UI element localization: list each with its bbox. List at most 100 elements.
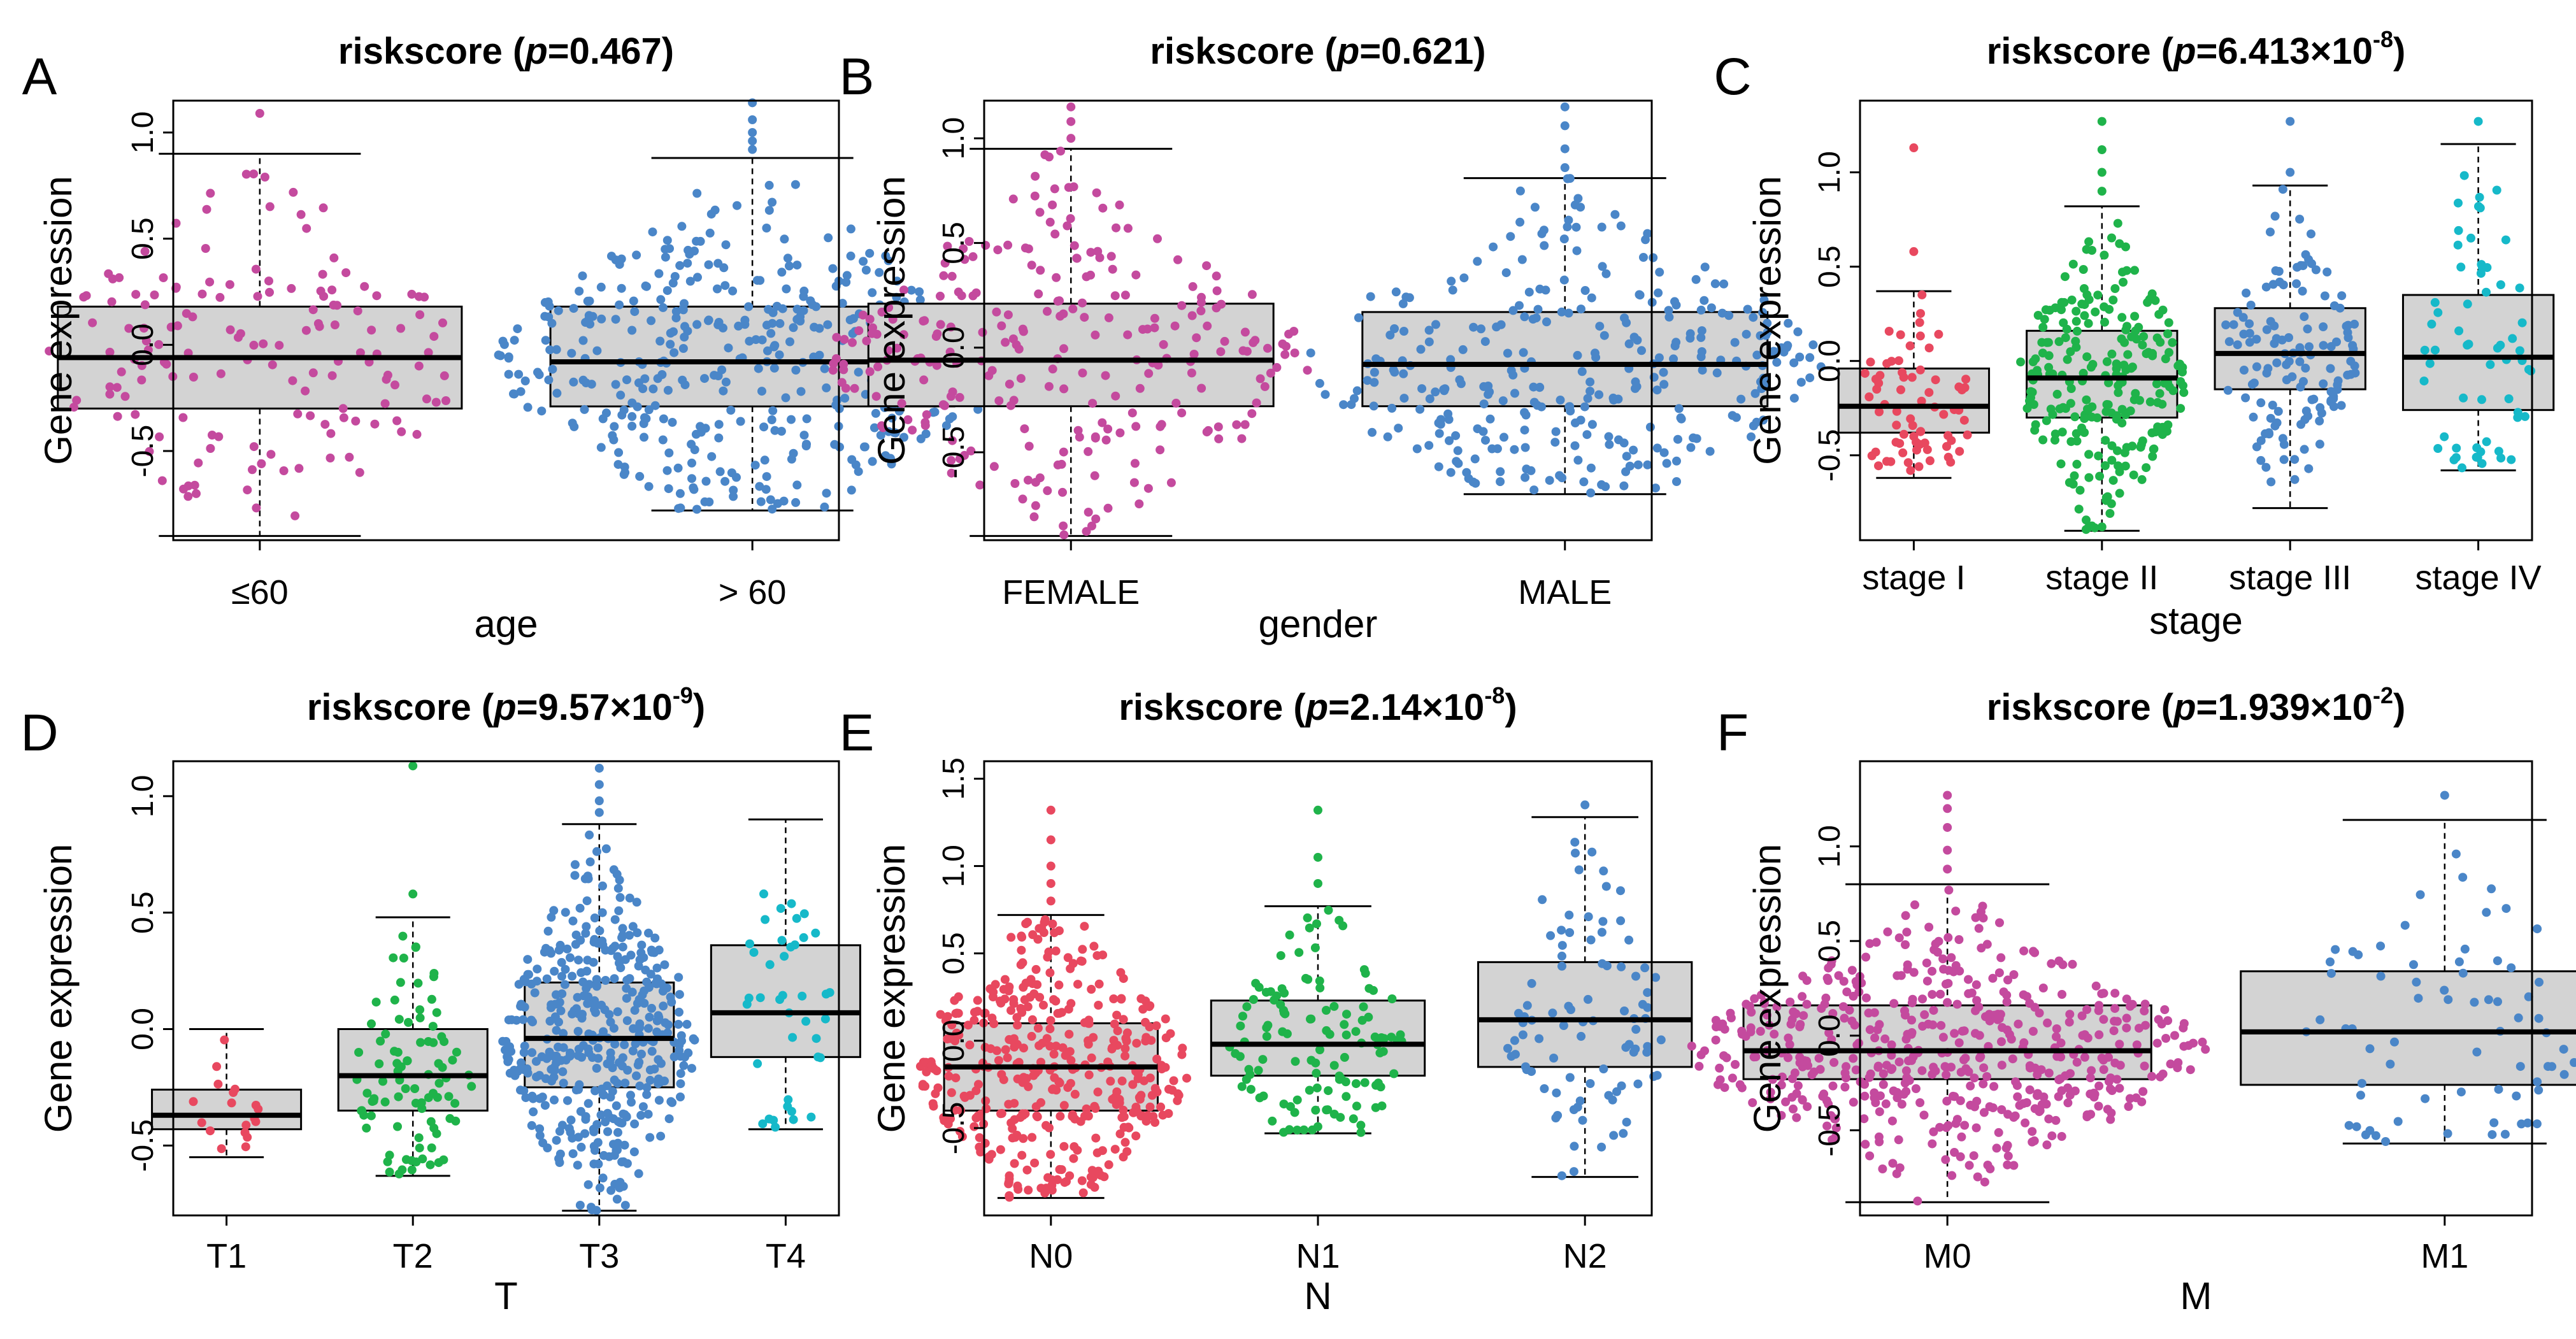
data-point xyxy=(1997,1105,2007,1114)
y-tick-label: 0.5 xyxy=(1813,245,1847,288)
data-point xyxy=(777,268,787,277)
data-point xyxy=(936,320,945,329)
data-point xyxy=(1050,229,1060,239)
data-point xyxy=(2026,393,2035,403)
data-point xyxy=(629,1024,638,1033)
data-point xyxy=(994,1056,1003,1065)
data-point xyxy=(1736,394,1746,404)
data-point xyxy=(1278,339,1287,348)
data-point xyxy=(2003,1025,2012,1035)
data-point xyxy=(2266,227,2275,237)
data-point xyxy=(2420,345,2429,355)
data-point xyxy=(658,435,668,445)
data-point xyxy=(593,1043,603,1053)
data-point xyxy=(991,980,1000,989)
data-point xyxy=(599,1027,608,1036)
data-point xyxy=(1572,246,1582,255)
data-point xyxy=(2500,1129,2510,1139)
data-point xyxy=(2084,319,2093,328)
data-point xyxy=(2057,427,2067,437)
data-point xyxy=(916,434,926,443)
panel-title: riskscore (p=0.467) xyxy=(338,31,674,72)
data-point xyxy=(1538,895,1547,905)
data-point xyxy=(2121,461,2130,471)
data-point xyxy=(1824,1099,1833,1109)
data-point xyxy=(2044,362,2054,372)
data-point xyxy=(1621,467,1631,476)
data-point xyxy=(2326,969,2336,978)
outlier-point xyxy=(594,780,604,789)
data-point xyxy=(1915,318,1924,327)
data-point xyxy=(1130,459,1140,468)
data-point xyxy=(669,348,679,357)
data-point xyxy=(915,287,924,296)
group-N1 xyxy=(1210,805,1426,1226)
data-point xyxy=(799,933,808,942)
data-point xyxy=(815,1053,825,1063)
data-point xyxy=(399,954,408,963)
data-point xyxy=(1604,432,1614,441)
y-tick-label: 0.5 xyxy=(937,222,971,264)
data-point xyxy=(2038,322,2048,332)
data-point xyxy=(1875,1107,1884,1117)
data-point xyxy=(2125,1094,2135,1103)
data-point xyxy=(1954,935,1964,944)
data-point xyxy=(2058,960,2068,970)
data-point xyxy=(513,324,522,334)
data-point xyxy=(1591,353,1601,362)
data-point xyxy=(2335,303,2345,313)
data-point xyxy=(968,291,978,301)
data-point xyxy=(689,483,698,492)
data-point xyxy=(1434,462,1443,471)
data-point xyxy=(1585,1079,1595,1088)
data-point xyxy=(987,1013,997,1023)
data-point xyxy=(1959,1055,1968,1064)
data-point xyxy=(1643,988,1652,998)
box xyxy=(2240,970,2576,1086)
data-point xyxy=(1310,943,1320,952)
x-axis-label: age xyxy=(474,603,538,645)
data-point xyxy=(1152,1021,1161,1031)
data-point xyxy=(654,269,664,278)
data-point xyxy=(1108,264,1117,274)
data-point xyxy=(2393,1117,2403,1126)
y-axis-label: Gene expression xyxy=(1746,176,1789,465)
data-point xyxy=(1122,1028,1132,1038)
data-point xyxy=(1847,966,1857,975)
data-point xyxy=(2099,989,2108,998)
data-point xyxy=(2012,1081,2022,1091)
data-point xyxy=(1730,338,1740,347)
data-point xyxy=(498,336,508,346)
data-point xyxy=(939,271,948,280)
data-point xyxy=(920,420,930,430)
data-point xyxy=(1237,434,1247,443)
data-point xyxy=(2472,443,2482,452)
data-point xyxy=(1524,287,1534,297)
data-point xyxy=(660,960,669,970)
data-point xyxy=(1802,999,1812,1009)
data-point xyxy=(2063,1098,2073,1108)
data-point xyxy=(583,999,592,1008)
data-point xyxy=(243,1133,252,1142)
data-point xyxy=(1949,967,1958,977)
data-point xyxy=(1542,317,1551,327)
data-point xyxy=(1633,460,1643,469)
data-point xyxy=(1694,1061,1704,1071)
data-point xyxy=(547,912,556,922)
data-point xyxy=(1119,1105,1128,1115)
data-point xyxy=(2019,990,2028,999)
data-point xyxy=(763,346,772,355)
data-point xyxy=(676,1079,685,1089)
data-point xyxy=(1237,1082,1247,1091)
data-point xyxy=(1247,290,1257,299)
data-point xyxy=(2101,436,2110,445)
data-point xyxy=(1485,387,1494,397)
data-point xyxy=(1391,287,1401,297)
data-point xyxy=(427,1143,436,1152)
data-point xyxy=(1824,1028,1834,1038)
data-point xyxy=(2304,255,2314,264)
data-point xyxy=(1580,286,1590,295)
data-point xyxy=(2063,355,2072,364)
data-point xyxy=(1339,400,1349,410)
data-point xyxy=(1865,1151,1875,1161)
